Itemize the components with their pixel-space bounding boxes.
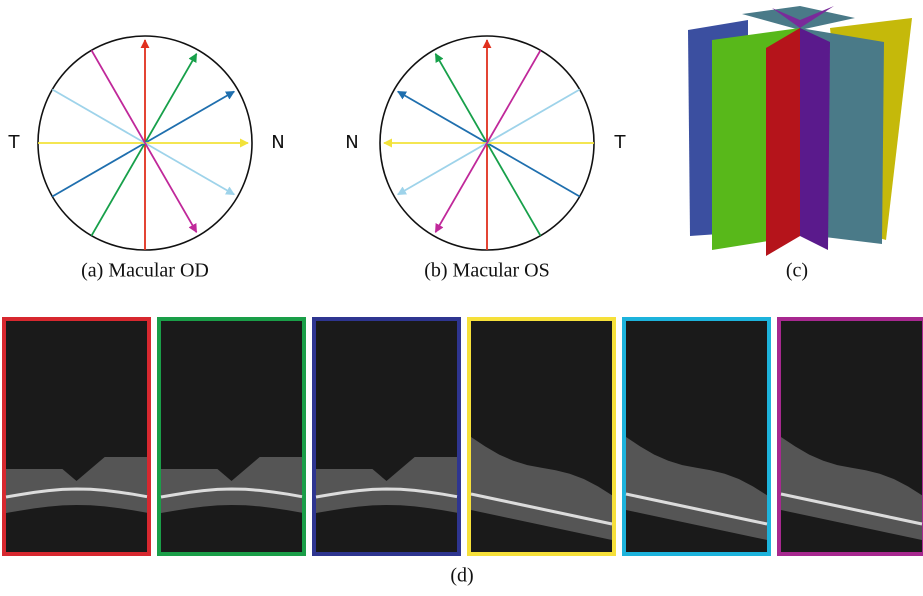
- caption: (c): [786, 260, 808, 282]
- direction-arrow: [92, 54, 197, 236]
- label-right: T: [614, 132, 627, 153]
- label-right: N: [271, 132, 284, 153]
- label-left: T: [8, 132, 21, 153]
- figure: T N (a) Macular OD N T (b) Macular OS (c…: [0, 0, 923, 596]
- direction-arrow: [436, 54, 541, 236]
- oct-panel: [4, 319, 149, 554]
- direction-arrow: [52, 92, 234, 197]
- direction-arrow: [436, 50, 541, 232]
- diagrams: [38, 36, 594, 250]
- plane: [766, 28, 800, 256]
- direction-arrow: [398, 92, 580, 197]
- oct-panel: [159, 319, 304, 554]
- planes-3d: [688, 6, 912, 256]
- label-left: N: [345, 132, 358, 153]
- direction-arrow: [52, 90, 234, 195]
- oct-scans: [4, 319, 923, 554]
- oct-panel: [314, 319, 459, 554]
- direction-arrow: [92, 50, 197, 232]
- plane: [800, 28, 830, 250]
- direction-arrow: [398, 90, 580, 195]
- caption: (b) Macular OS: [424, 260, 550, 282]
- caption: (d): [450, 565, 473, 587]
- caption: (a) Macular OD: [81, 260, 209, 282]
